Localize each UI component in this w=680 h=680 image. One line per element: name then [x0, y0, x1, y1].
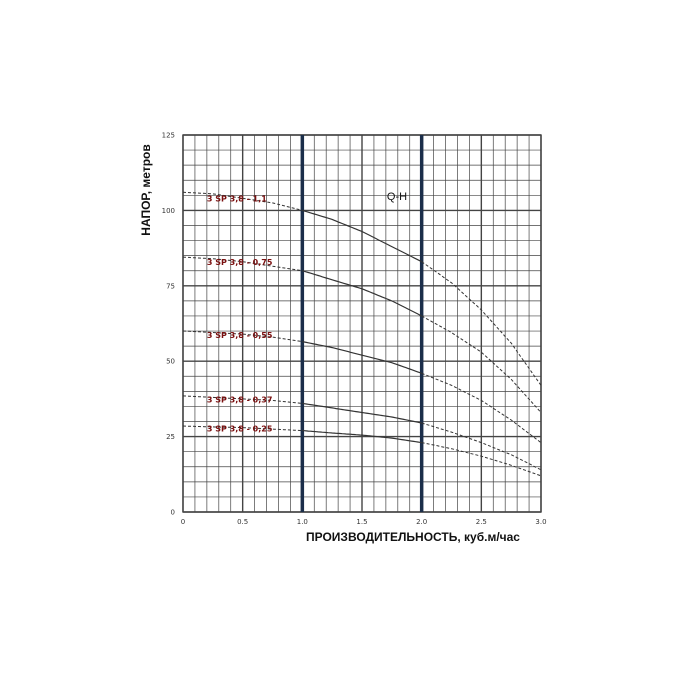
curve-solid: [302, 430, 422, 444]
y-tick-label: 125: [162, 132, 175, 140]
y-tick-label: 75: [166, 282, 175, 290]
x-tick-label: 2.5: [476, 518, 487, 526]
working-range-lines: [300, 135, 424, 512]
curve-label: 3 SP 3,8 - 0,37: [207, 396, 273, 405]
curve-label: 3 SP 3,8 - 0,75: [207, 258, 273, 267]
plot-frame: [182, 134, 542, 513]
curve-dashed-right: [421, 261, 542, 386]
chart-grid: [182, 134, 542, 513]
x-tick-label: 3.0: [535, 518, 546, 526]
axis-ticks: 0 0.5 1.0 1.5 2.0 2.5 3.0 0 25 50 75 100 125: [162, 132, 547, 527]
curve-label: 3 SP 3,8 - 1,1: [207, 194, 267, 203]
y-tick-label: 0: [171, 509, 175, 517]
x-tick-label: 0.5: [237, 518, 248, 526]
x-tick-label: 1.0: [297, 518, 308, 526]
y-tick-label: 50: [166, 358, 175, 366]
curve-solid: [302, 209, 422, 263]
curve-dashed-right: [421, 442, 542, 477]
curve-dashed-left: [182, 256, 303, 272]
curve-dashed-left: [182, 191, 303, 211]
qh-annotation: Q-H: [387, 191, 407, 203]
curve-solid: [302, 270, 422, 317]
x-tick-label: 1.5: [356, 518, 367, 526]
curve-dashed-right: [421, 372, 542, 443]
curve-labels: 3 SP 3,8 - 1,1 3 SP 3,8 - 0,75 3 SP 3,8 - …: [207, 194, 273, 433]
curve-label: 3 SP 3,8 - 0,25: [207, 424, 273, 433]
curve-dashed-right: [421, 422, 542, 471]
pump-curves: [182, 191, 542, 477]
curve-solid: [302, 341, 422, 374]
y-tick-label: 25: [166, 433, 175, 441]
y-axis-title: НАПОР, метров: [139, 144, 153, 235]
curve-dashed-right: [421, 315, 542, 413]
curve-label: 3 SP 3,8 - 0,55: [207, 331, 273, 340]
y-tick-label: 100: [162, 207, 175, 215]
x-tick-label: 2.0: [416, 518, 427, 526]
x-axis-title: ПРОИЗВОДИТЕЛЬНОСТЬ, куб.м/час: [306, 530, 520, 544]
curve-solid: [302, 402, 422, 424]
x-tick-label: 0: [181, 518, 185, 526]
